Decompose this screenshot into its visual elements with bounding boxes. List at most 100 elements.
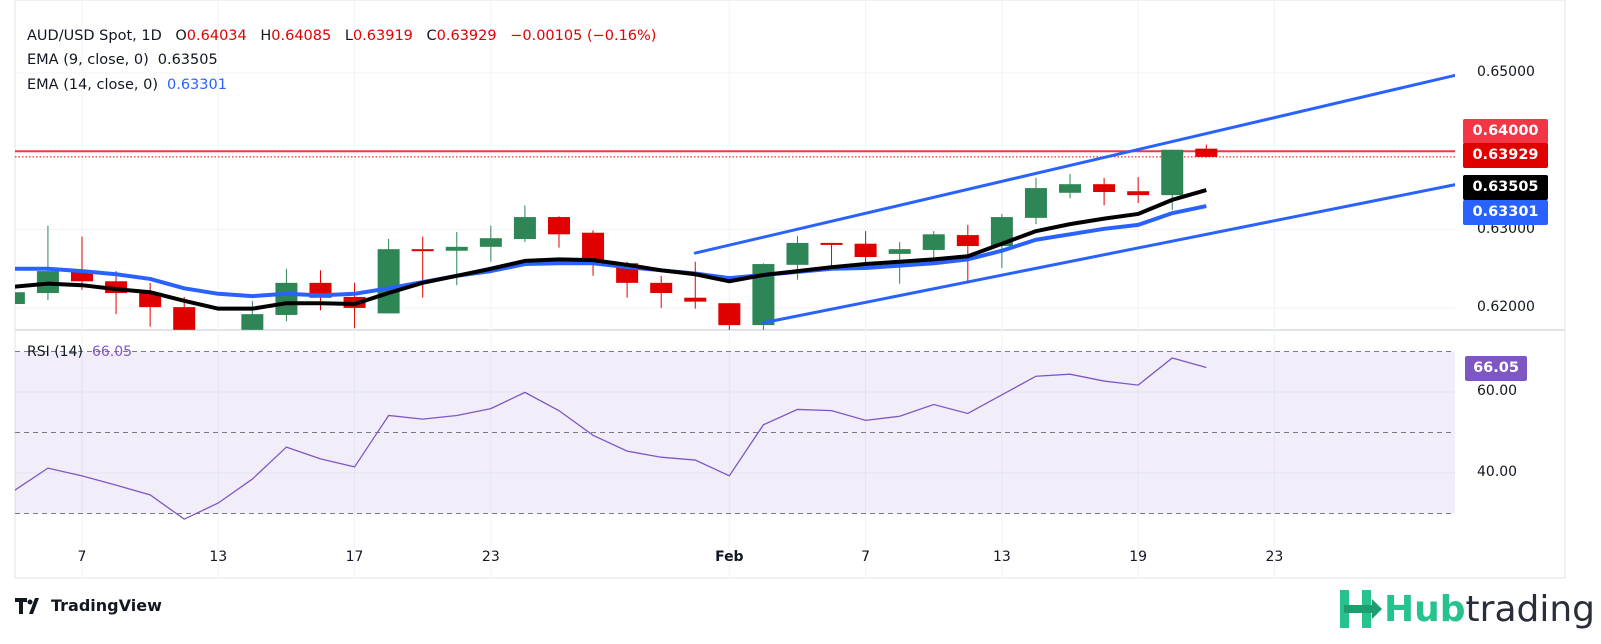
ema14-value: 0.63301 [166, 77, 227, 93]
candle-body [411, 249, 434, 252]
rsi-legend[interactable]: RSI (14) 66.05 [27, 344, 132, 360]
candle-body [173, 307, 196, 330]
candle-body [956, 235, 979, 247]
candle-down [71, 236, 93, 290]
rsi-tick: 60.00 [1477, 383, 1518, 399]
ema9-price-badge: 0.63505 [1463, 175, 1548, 200]
time-tick-label: 7 [861, 549, 871, 565]
candle-body [752, 264, 775, 326]
price-tick: 0.65000 [1477, 64, 1535, 80]
candle-down [1195, 144, 1218, 158]
candle-body [445, 246, 468, 251]
candle-body [547, 217, 570, 235]
time-tick-label: 13 [992, 549, 1011, 565]
candle-body [650, 282, 673, 294]
high-label: H [260, 28, 272, 44]
tradingview-wordmark: TradingView [51, 596, 162, 615]
rsi-pane [15, 351, 1455, 520]
brand-trading: trading [1465, 588, 1596, 630]
last-price-badge: 0.63929 [1463, 143, 1548, 168]
candle-body [275, 282, 298, 315]
candle-body [582, 232, 605, 264]
candle-down [547, 216, 570, 248]
candle-down [718, 303, 741, 330]
open-label: O [175, 28, 187, 44]
candle-up [1059, 174, 1082, 199]
candle-body [1161, 149, 1184, 196]
ema14-label: EMA (14, close, 0) [27, 77, 158, 93]
price-tick: 0.62000 [1477, 299, 1535, 315]
brand-hub: Hub [1384, 588, 1466, 630]
candle-body [990, 217, 1013, 247]
symbol-title[interactable]: AUD/USD Spot, 1D [27, 28, 162, 44]
time-tick-label: 23 [481, 549, 500, 565]
candle-up [1024, 177, 1047, 225]
candle-body [241, 314, 264, 330]
time-tick-label: 17 [345, 549, 364, 565]
ema14-price-badge: 0.63301 [1463, 200, 1548, 225]
time-tick-label: 13 [209, 549, 228, 565]
time-tick-label: 19 [1129, 549, 1148, 565]
ema14-line [15, 204, 1207, 299]
candle-body [888, 249, 911, 254]
candle-body [1127, 191, 1150, 196]
time-tick-label: 7 [77, 549, 87, 565]
candle-body [684, 297, 707, 302]
ema14-legend[interactable]: EMA (14, close, 0) 0.63301 [27, 77, 227, 93]
price-tick: 0.63000 [1477, 221, 1535, 237]
candle-body [479, 238, 502, 247]
rsi-value: 66.05 [91, 344, 133, 360]
ema9-value: 0.63505 [157, 52, 218, 68]
low-value: 0.63919 [352, 28, 413, 44]
candle-down [139, 282, 162, 327]
candle-up [15, 292, 25, 304]
candle-body [1059, 184, 1082, 193]
rsi-label: RSI (14) [27, 344, 83, 360]
candle-down [650, 275, 673, 308]
rsi-value-badge: 66.05 [1465, 356, 1527, 381]
rsi-line [15, 357, 1207, 520]
channel-lower-line [761, 183, 1455, 325]
candle-body [513, 217, 536, 239]
candle-down [1127, 177, 1150, 203]
candle-up [513, 205, 536, 243]
candle-body [1093, 184, 1116, 193]
candle-body [1024, 188, 1047, 218]
rsi-tick: 40.00 [1477, 464, 1518, 480]
time-tick-label: Feb [715, 549, 744, 565]
symbol-legend: AUD/USD Spot, 1D O0.64034 H0.64085 L0.63… [27, 28, 656, 44]
ema9-line [15, 188, 1207, 311]
candle-body [922, 234, 945, 250]
close-value: 0.63929 [436, 28, 497, 44]
candle-body [139, 293, 162, 308]
open-value: 0.64034 [186, 28, 247, 44]
main-pane [15, 73, 1455, 330]
time-tick-label: 23 [1265, 549, 1284, 565]
candle-body [15, 292, 25, 304]
candle-down [582, 230, 605, 276]
hubtrading-logo: Hub trading [1338, 588, 1595, 630]
candle-down [1093, 177, 1116, 206]
candle-body [786, 242, 809, 265]
tradingview-logo[interactable]: TradingView [15, 596, 162, 615]
candle-body [854, 243, 877, 258]
hubtrading-icon [1340, 590, 1382, 628]
candle-down [411, 236, 434, 298]
low-label: L [344, 28, 353, 44]
candle-down [820, 242, 843, 268]
tradingview-icon [15, 597, 39, 614]
channel-upper-line [693, 73, 1455, 255]
candle-body [1195, 148, 1218, 157]
high-value: 0.64085 [271, 28, 332, 44]
candle-up [479, 225, 502, 262]
candle-body [718, 303, 741, 326]
ema9-legend[interactable]: EMA (9, close, 0) 0.63505 [27, 52, 218, 68]
change-value: −0.00105 (−0.16%) [510, 28, 657, 44]
ema9-label: EMA (9, close, 0) [27, 52, 149, 68]
candle-body [71, 271, 93, 282]
candle-up [36, 225, 59, 301]
close-label: C [426, 28, 437, 44]
chart-border [14, 0, 1566, 579]
candle-up [990, 213, 1013, 268]
